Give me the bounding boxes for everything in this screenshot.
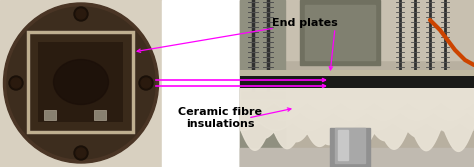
Ellipse shape [54,59,109,105]
Bar [305,5,375,60]
Bar [44,110,56,120]
Bar [162,0,240,167]
Circle shape [74,146,88,160]
Circle shape [76,9,86,19]
Ellipse shape [3,3,158,163]
Bar [0,0,162,167]
Bar [38,42,123,122]
Bar [240,0,285,167]
Text: Ceramic fibre
insulations: Ceramic fibre insulations [178,107,262,129]
Circle shape [9,76,23,90]
Circle shape [139,76,153,90]
Bar [94,110,106,120]
Circle shape [141,78,151,88]
Ellipse shape [7,7,155,159]
Bar [240,70,474,76]
Bar [330,128,370,167]
Bar [338,130,348,160]
Bar [300,0,380,65]
Bar [240,70,474,88]
Bar [28,32,133,132]
FancyBboxPatch shape [28,32,133,132]
Circle shape [74,7,88,21]
Bar [240,0,474,60]
Circle shape [11,78,21,88]
Bar [335,128,365,163]
Circle shape [76,148,86,158]
Text: End plates: End plates [272,18,338,28]
Bar [240,148,474,167]
Bar [240,0,474,167]
